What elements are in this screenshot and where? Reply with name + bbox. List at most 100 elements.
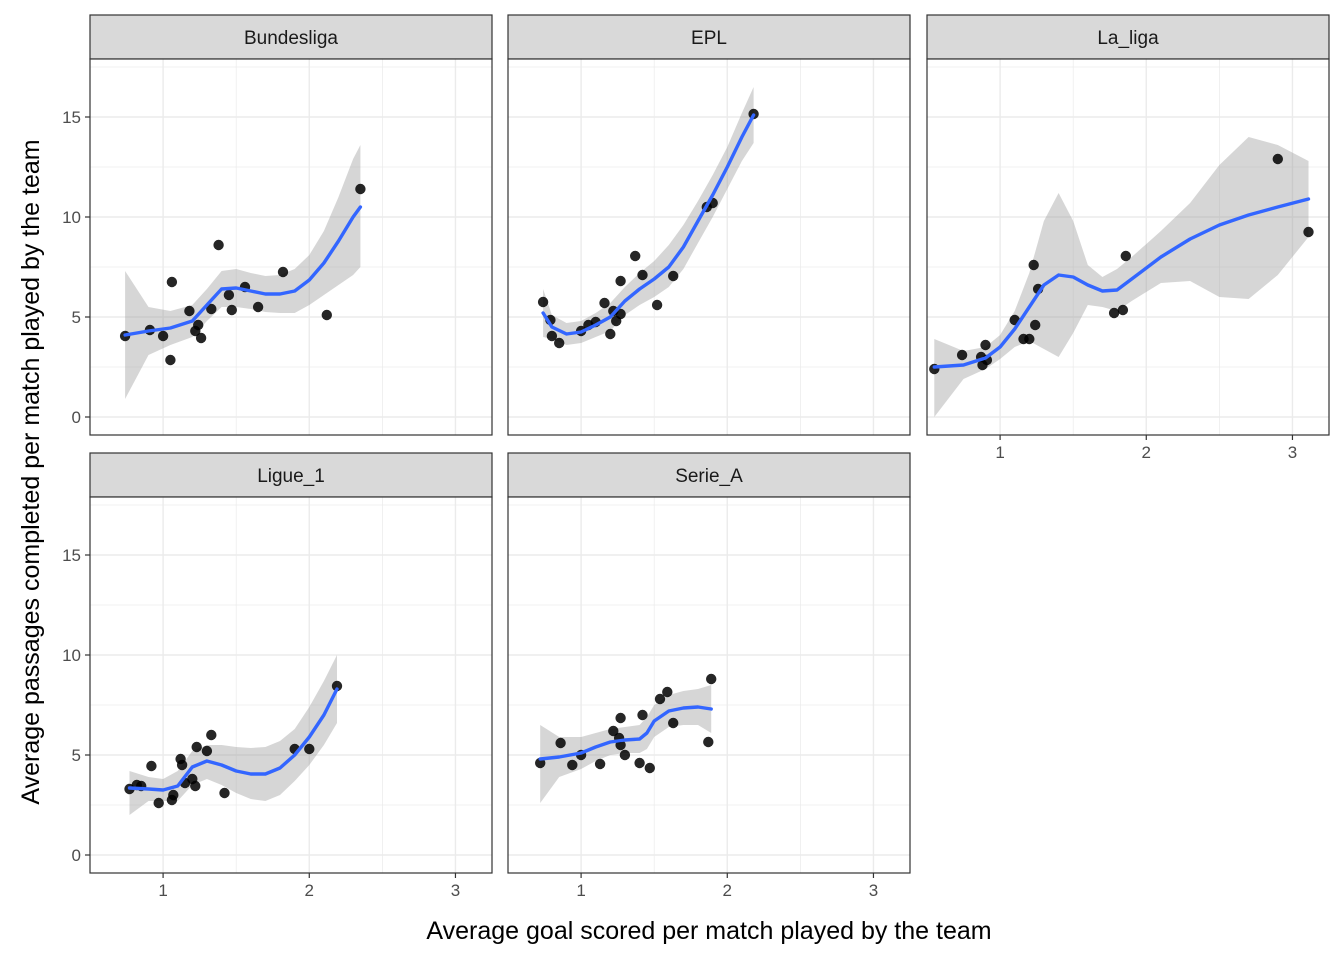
data-point bbox=[1028, 259, 1039, 271]
data-point bbox=[703, 736, 714, 748]
data-point bbox=[651, 299, 663, 311]
data-point bbox=[165, 354, 176, 366]
panel-border-ligue-1 bbox=[89, 496, 493, 874]
data-point bbox=[619, 749, 631, 761]
data-point bbox=[168, 789, 179, 801]
x-tick-label: 2 bbox=[305, 881, 314, 900]
y-tick-label: 15 bbox=[62, 108, 81, 127]
data-point bbox=[190, 780, 201, 792]
data-point bbox=[331, 680, 343, 692]
confidence-band-epl bbox=[543, 87, 754, 345]
x-tick-label: 3 bbox=[869, 881, 878, 900]
x-tick-label: 1 bbox=[158, 881, 167, 900]
strip-label-la-liga: La_liga bbox=[1097, 28, 1159, 49]
data-point bbox=[668, 717, 679, 729]
data-point bbox=[644, 762, 655, 774]
strip-la-liga bbox=[926, 14, 1330, 60]
data-point bbox=[153, 797, 164, 809]
panel-border-la-liga bbox=[926, 58, 1330, 436]
panel-bg-la-liga bbox=[927, 59, 1329, 435]
panel-ligue-1: Ligue_1 0 5 10 15 1 2 3 bbox=[62, 452, 493, 900]
data-point bbox=[980, 339, 991, 351]
data-point bbox=[1120, 250, 1132, 262]
strip-epl bbox=[507, 14, 911, 60]
x-tick-label: 2 bbox=[723, 881, 732, 900]
data-point bbox=[321, 309, 332, 321]
data-point bbox=[662, 686, 673, 698]
data-point bbox=[654, 693, 666, 705]
data-point bbox=[206, 303, 217, 315]
data-point bbox=[1108, 307, 1120, 319]
y-tick-label: 10 bbox=[62, 208, 81, 227]
data-point bbox=[304, 743, 315, 755]
data-point bbox=[546, 330, 558, 342]
data-point bbox=[615, 712, 626, 724]
data-point bbox=[599, 297, 610, 309]
data-point bbox=[213, 239, 224, 251]
data-point bbox=[191, 741, 202, 753]
data-point bbox=[223, 289, 235, 301]
data-point bbox=[252, 301, 264, 313]
data-point bbox=[226, 304, 237, 316]
panel-bg-epl bbox=[508, 59, 910, 435]
data-point bbox=[355, 183, 366, 195]
panel-bundesliga: Bundesliga 0 5 10 15 bbox=[62, 14, 493, 436]
data-point bbox=[605, 328, 616, 340]
x-tick-label: 2 bbox=[1142, 443, 1151, 462]
data-point bbox=[554, 337, 565, 349]
x-tick-label: 3 bbox=[1288, 443, 1297, 462]
confidence-band-bundesliga bbox=[125, 145, 361, 399]
data-point bbox=[634, 757, 645, 769]
y-tick-label: 5 bbox=[72, 308, 81, 327]
data-point bbox=[594, 758, 606, 770]
x-tick-label: 1 bbox=[995, 443, 1004, 462]
y-tick-label: 0 bbox=[72, 408, 81, 427]
y-tick-label: 10 bbox=[62, 646, 81, 665]
data-point bbox=[956, 349, 968, 361]
smooth-line-epl bbox=[541, 113, 756, 336]
smooth-line-bundesliga bbox=[123, 205, 363, 337]
smooth-line-ligue-1 bbox=[127, 687, 339, 792]
data-point bbox=[615, 308, 626, 320]
panel-border-bundesliga bbox=[89, 58, 493, 436]
confidence-band-ligue-1 bbox=[129, 655, 337, 815]
y-tick-label: 5 bbox=[72, 746, 81, 765]
data-point bbox=[206, 729, 217, 741]
data-point bbox=[630, 250, 641, 262]
confidence-band-la-liga bbox=[934, 137, 1309, 417]
panel-border-epl bbox=[507, 58, 911, 436]
data-point bbox=[146, 760, 157, 772]
x-axis-title: Average goal scored per match played by … bbox=[426, 917, 991, 945]
data-point bbox=[219, 787, 230, 799]
data-point bbox=[1117, 304, 1129, 316]
smooth-line-la-liga bbox=[932, 197, 1311, 369]
strip-label-bundesliga: Bundesliga bbox=[244, 28, 338, 49]
panel-serie-a: Serie_A 1 2 3 bbox=[507, 452, 911, 900]
data-point bbox=[184, 305, 195, 317]
data-point bbox=[157, 330, 169, 342]
data-point bbox=[637, 269, 648, 281]
data-point bbox=[615, 275, 626, 287]
data-point bbox=[277, 266, 289, 278]
data-point bbox=[706, 673, 717, 685]
data-point bbox=[166, 276, 178, 288]
data-point bbox=[555, 737, 566, 749]
data-point bbox=[608, 725, 619, 737]
x-tick-label: 1 bbox=[576, 881, 585, 900]
panel-epl: EPL bbox=[507, 14, 911, 436]
strip-serie-a bbox=[507, 452, 911, 498]
panel-bg-serie-a bbox=[508, 497, 910, 873]
data-point bbox=[176, 759, 188, 771]
data-point bbox=[1030, 319, 1041, 331]
panel-bg-ligue-1 bbox=[90, 497, 492, 873]
data-point bbox=[1303, 226, 1314, 238]
strip-bundesliga bbox=[89, 14, 493, 60]
x-tick-label: 3 bbox=[451, 881, 460, 900]
panel-border-serie-a bbox=[507, 496, 911, 874]
strip-label-ligue-1: Ligue_1 bbox=[257, 466, 325, 487]
panel-la-liga: La_liga 1 2 3 bbox=[926, 14, 1330, 462]
data-point bbox=[637, 709, 648, 721]
data-point bbox=[567, 759, 578, 771]
